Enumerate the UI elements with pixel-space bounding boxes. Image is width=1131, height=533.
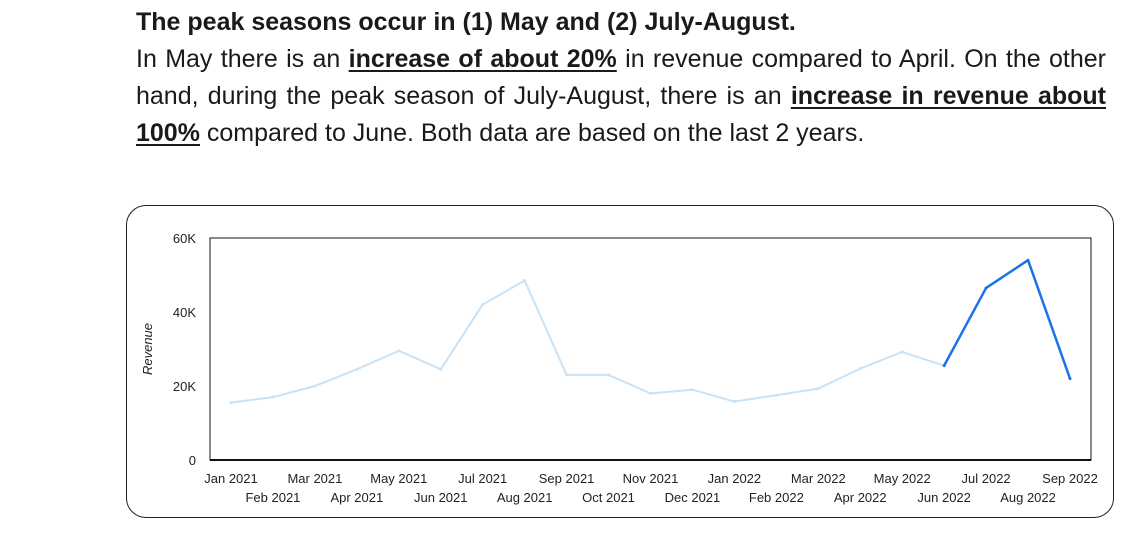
revenue-data-point bbox=[732, 400, 736, 404]
revenue-data-point bbox=[397, 349, 401, 353]
revenue-data-point bbox=[313, 384, 317, 388]
plot-area-frame bbox=[209, 237, 1092, 461]
revenue-data-point bbox=[1068, 377, 1072, 381]
x-tick-label: Aug 2022 bbox=[1000, 490, 1056, 505]
x-tick-label: May 2022 bbox=[874, 471, 931, 486]
insight-highlight-may: increase of about 20% bbox=[348, 45, 617, 73]
revenue-data-point bbox=[355, 367, 359, 371]
revenue-data-point bbox=[816, 387, 820, 391]
revenue-data-point bbox=[1026, 258, 1030, 262]
insight-highlight-july-august: increase in revenue about 100% bbox=[136, 82, 1106, 147]
x-tick-label: Oct 2021 bbox=[582, 490, 635, 505]
y-tick-label: 20K bbox=[173, 379, 196, 394]
revenue-data-point bbox=[523, 279, 527, 283]
revenue-series-line-muted bbox=[230, 279, 945, 404]
x-tick-label: Jun 2022 bbox=[917, 490, 971, 505]
x-tick-label: Jan 2022 bbox=[708, 471, 762, 486]
x-tick-label: Aug 2021 bbox=[497, 490, 553, 505]
x-tick-label: Dec 2021 bbox=[665, 490, 721, 505]
revenue-data-point bbox=[649, 391, 652, 395]
x-tick-label: Nov 2021 bbox=[623, 471, 679, 486]
y-axis-title: Revenue bbox=[140, 323, 155, 375]
revenue-data-point bbox=[565, 373, 569, 377]
x-tick-label: Sep 2021 bbox=[539, 471, 595, 486]
revenue-data-point bbox=[900, 350, 904, 354]
revenue-data-point bbox=[984, 286, 988, 290]
y-tick-label: 0 bbox=[189, 453, 196, 468]
insight-body-part-1: In May there is an bbox=[136, 45, 349, 73]
x-tick-label: Feb 2022 bbox=[749, 490, 804, 505]
x-tick-label: Jan 2021 bbox=[204, 471, 258, 486]
revenue-data-point bbox=[774, 393, 778, 397]
revenue-data-point bbox=[607, 373, 611, 377]
x-tick-label: Sep 2022 bbox=[1042, 471, 1098, 486]
x-tick-label: Jul 2022 bbox=[962, 471, 1011, 486]
chart-card bbox=[126, 205, 1114, 518]
revenue-series-line-highlight bbox=[943, 258, 1072, 380]
revenue-data-point bbox=[481, 303, 485, 307]
insight-body: In May there is an increase of about 20%… bbox=[136, 41, 1106, 152]
x-tick-label: Jun 2021 bbox=[414, 490, 468, 505]
insight-text-block: The peak seasons occur in (1) May and (2… bbox=[136, 4, 1106, 152]
revenue-data-point bbox=[942, 364, 946, 368]
revenue-data-point bbox=[229, 401, 233, 405]
insight-body-part-2: in revenue compared to April. On the oth… bbox=[136, 45, 1106, 110]
insight-headline: The peak seasons occur in (1) May and (2… bbox=[136, 8, 796, 36]
x-tick-label: Mar 2021 bbox=[287, 471, 342, 486]
x-tick-label: Feb 2021 bbox=[245, 490, 300, 505]
revenue-data-point bbox=[271, 395, 275, 399]
insight-body-part-3: compared to June. Both data are based on… bbox=[199, 119, 865, 147]
y-tick-label: 60K bbox=[173, 231, 196, 246]
revenue-data-point bbox=[690, 388, 694, 392]
x-tick-label: Jul 2021 bbox=[458, 471, 507, 486]
x-tick-label: Mar 2022 bbox=[791, 471, 846, 486]
x-tick-label: Apr 2021 bbox=[330, 490, 383, 505]
y-tick-label: 40K bbox=[173, 305, 196, 320]
x-tick-label: May 2021 bbox=[370, 471, 427, 486]
revenue-data-point bbox=[439, 367, 443, 371]
x-tick-label: Apr 2022 bbox=[834, 490, 887, 505]
revenue-data-point bbox=[858, 367, 862, 371]
